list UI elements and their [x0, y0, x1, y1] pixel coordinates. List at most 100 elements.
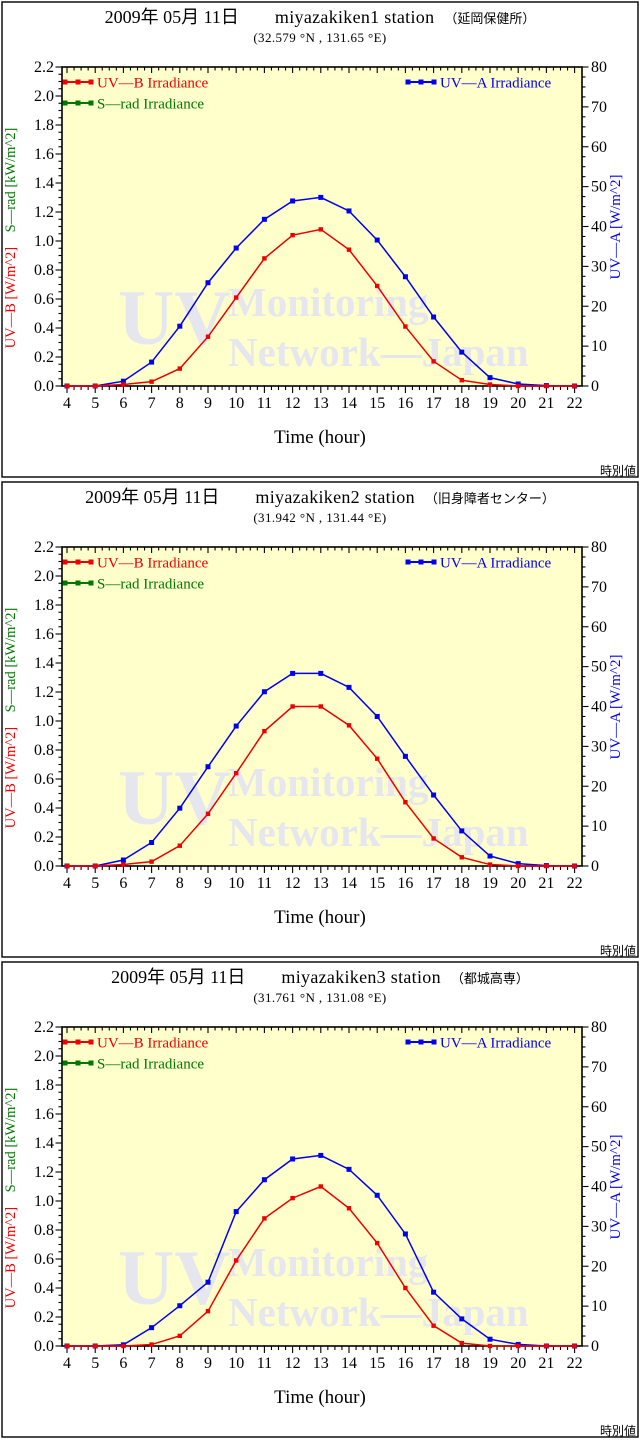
data-point-marker [487, 1336, 493, 1342]
data-point-marker [572, 863, 577, 869]
left-tick-label: 1.0 [34, 713, 54, 730]
data-point-marker [149, 379, 154, 384]
right-tick-label: 30 [591, 258, 607, 275]
left-tick-label: 0.8 [34, 262, 54, 279]
legend-marker [62, 1060, 68, 1066]
x-tick-label: 8 [176, 1355, 184, 1372]
data-point-marker [346, 208, 352, 214]
left-axis-title: UV—B [W/m^2] S—rad [kW/m^2] [3, 608, 19, 829]
data-point-marker [177, 805, 183, 811]
data-point-marker [261, 1177, 267, 1183]
left-tick-label: 1.4 [34, 175, 54, 192]
right-tick-label: 40 [591, 219, 607, 236]
right-tick-label: 60 [591, 139, 607, 156]
left-tick-label: 2.0 [34, 568, 54, 585]
x-axis-title: Time (hour) [274, 907, 366, 928]
plot-frame [61, 66, 583, 387]
x-tick-label: 4 [63, 875, 71, 892]
plot-frame [61, 1026, 583, 1347]
left-tick-label: 0.4 [34, 320, 54, 337]
x-tick-label: 6 [119, 1355, 127, 1372]
left-tick-label: 1.0 [34, 233, 54, 250]
data-point-marker [487, 382, 493, 387]
date-label: 2009年 05月 11日 [111, 967, 246, 987]
x-tick-label: 22 [567, 395, 583, 412]
right-tick-label: 80 [591, 59, 607, 76]
data-point-marker [233, 1209, 239, 1215]
right-tick-label: 60 [591, 1099, 607, 1116]
watermark-line1: Monitoring [228, 1239, 429, 1285]
x-tick-label: 17 [426, 875, 442, 892]
data-point-marker [64, 863, 70, 869]
legend-label: S—rad Irradiance [97, 577, 204, 593]
right-tick-label: 20 [591, 298, 607, 315]
legend-marker [88, 100, 94, 106]
left-tick-label: 1.6 [34, 626, 54, 643]
watermark-line2: Network—Japan [228, 329, 529, 375]
x-tick-label: 12 [285, 875, 301, 892]
x-tick-label: 18 [454, 1355, 470, 1372]
data-point-marker [318, 670, 324, 676]
data-point-marker [290, 670, 296, 676]
data-point-marker [318, 194, 324, 200]
x-tick-label: 22 [567, 1355, 583, 1372]
data-point-marker [459, 378, 464, 383]
data-point-marker [572, 1343, 577, 1349]
x-tick-label: 10 [228, 875, 244, 892]
hourly-values-note: 時別値 [599, 464, 636, 478]
x-tick-label: 6 [119, 875, 127, 892]
x-tick-label: 11 [257, 395, 272, 412]
data-point-marker [431, 792, 437, 798]
station-name: miyazakiken3 station [281, 967, 441, 987]
legend-marker [88, 580, 94, 586]
data-point-marker [487, 1343, 493, 1349]
site-name: （延岡保健所） [444, 11, 536, 26]
data-point-marker [572, 383, 577, 389]
watermark-uv: UV [118, 1234, 231, 1321]
x-tick-label: 15 [369, 1355, 385, 1372]
axis-titles: UV—B [W/m^2] S—rad [kW/m^2] UV—A [W/m^2] T… [3, 1088, 624, 1408]
panel-title: 2009年 05月 11日 miyazakiken3 station （都城高専） [0, 967, 640, 988]
legend-marker [418, 559, 424, 565]
data-point-marker [261, 689, 267, 695]
legend-label: S—rad Irradiance [97, 1057, 204, 1073]
left-tick-label: 1.0 [34, 1193, 54, 1210]
right-tick-label: 10 [591, 818, 607, 835]
right-tick-label: 30 [591, 738, 607, 755]
panel-border [1, 961, 639, 1438]
legend-marker [75, 559, 81, 565]
legend: UV—B Irradiance S—rad Irradiance UV—A Irra… [62, 556, 552, 593]
data-point-marker [544, 863, 549, 869]
data-point-marker [516, 863, 521, 869]
x-tick-label: 16 [397, 1355, 413, 1372]
data-point-marker [459, 1340, 464, 1346]
x-tick-label: 13 [313, 1355, 329, 1372]
x-axis-title: Time (hour) [274, 427, 366, 448]
data-point-marker [205, 811, 211, 816]
data-point-marker [544, 1343, 549, 1349]
x-tick-label: 18 [454, 395, 470, 412]
x-tick-label: 5 [91, 395, 99, 412]
legend-marker [405, 559, 411, 565]
data-point-marker [487, 853, 493, 859]
x-tick-label: 8 [176, 875, 184, 892]
data-point-marker [149, 1342, 154, 1347]
data-point-marker [149, 859, 154, 864]
data-point-marker [375, 756, 380, 761]
data-point-marker [346, 1206, 352, 1211]
station-coordinates: (31.761 °N , 131.08 °E) [253, 989, 387, 1005]
panel-title: 2009年 05月 11日 miyazakiken1 station （延岡保健所） [0, 7, 640, 28]
legend-label: UV—A Irradiance [440, 556, 552, 572]
left-tick-label: 2.0 [34, 88, 54, 105]
data-point-marker [318, 1184, 323, 1189]
left-tick-label: 0.4 [34, 800, 54, 817]
data-point-marker [149, 839, 155, 845]
data-point-marker [374, 1192, 380, 1198]
x-tick-label: 15 [369, 875, 385, 892]
legend-marker [431, 1039, 437, 1045]
station-coordinates: (31.942 °N , 131.44 °E) [253, 509, 387, 525]
left-tick-label: 0.0 [34, 1338, 54, 1355]
